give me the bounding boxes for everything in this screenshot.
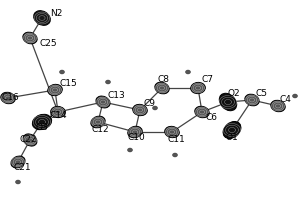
Text: O2: O2 bbox=[228, 90, 241, 98]
Text: C12: C12 bbox=[92, 126, 110, 134]
Ellipse shape bbox=[245, 94, 259, 106]
Ellipse shape bbox=[133, 104, 147, 116]
Text: N2: N2 bbox=[50, 9, 62, 19]
Text: C22: C22 bbox=[20, 136, 38, 144]
Text: C15: C15 bbox=[60, 78, 78, 88]
Ellipse shape bbox=[165, 126, 179, 138]
Text: C16: C16 bbox=[2, 94, 20, 102]
Ellipse shape bbox=[106, 80, 110, 84]
Text: C8: C8 bbox=[158, 75, 170, 84]
Text: C5: C5 bbox=[256, 88, 268, 98]
Ellipse shape bbox=[96, 96, 110, 108]
Ellipse shape bbox=[172, 153, 178, 157]
Text: C9: C9 bbox=[144, 99, 156, 108]
Ellipse shape bbox=[292, 94, 298, 98]
Ellipse shape bbox=[48, 84, 62, 96]
Ellipse shape bbox=[152, 106, 158, 110]
Text: C25: C25 bbox=[40, 40, 58, 48]
Ellipse shape bbox=[32, 114, 52, 130]
Ellipse shape bbox=[23, 32, 37, 44]
Text: C10: C10 bbox=[128, 134, 146, 142]
Text: C6: C6 bbox=[206, 114, 218, 122]
Ellipse shape bbox=[51, 106, 65, 118]
Ellipse shape bbox=[271, 100, 285, 112]
Text: C13: C13 bbox=[108, 92, 126, 100]
Ellipse shape bbox=[219, 93, 237, 111]
Ellipse shape bbox=[16, 180, 20, 184]
Ellipse shape bbox=[155, 82, 169, 94]
Text: C21: C21 bbox=[14, 164, 32, 172]
Ellipse shape bbox=[223, 121, 241, 139]
Ellipse shape bbox=[195, 106, 209, 118]
Text: O1: O1 bbox=[226, 134, 239, 142]
Ellipse shape bbox=[34, 11, 50, 25]
Ellipse shape bbox=[128, 148, 133, 152]
Ellipse shape bbox=[23, 134, 37, 146]
Ellipse shape bbox=[128, 126, 142, 138]
Text: C11: C11 bbox=[168, 136, 186, 144]
Text: C4: C4 bbox=[280, 96, 292, 104]
Ellipse shape bbox=[59, 70, 64, 74]
Text: O3: O3 bbox=[36, 123, 49, 132]
Ellipse shape bbox=[11, 156, 25, 168]
Ellipse shape bbox=[185, 70, 190, 74]
Ellipse shape bbox=[191, 82, 205, 94]
Ellipse shape bbox=[1, 92, 15, 104]
Ellipse shape bbox=[91, 116, 105, 128]
Text: C7: C7 bbox=[202, 75, 214, 84]
Text: C14: C14 bbox=[50, 110, 68, 119]
